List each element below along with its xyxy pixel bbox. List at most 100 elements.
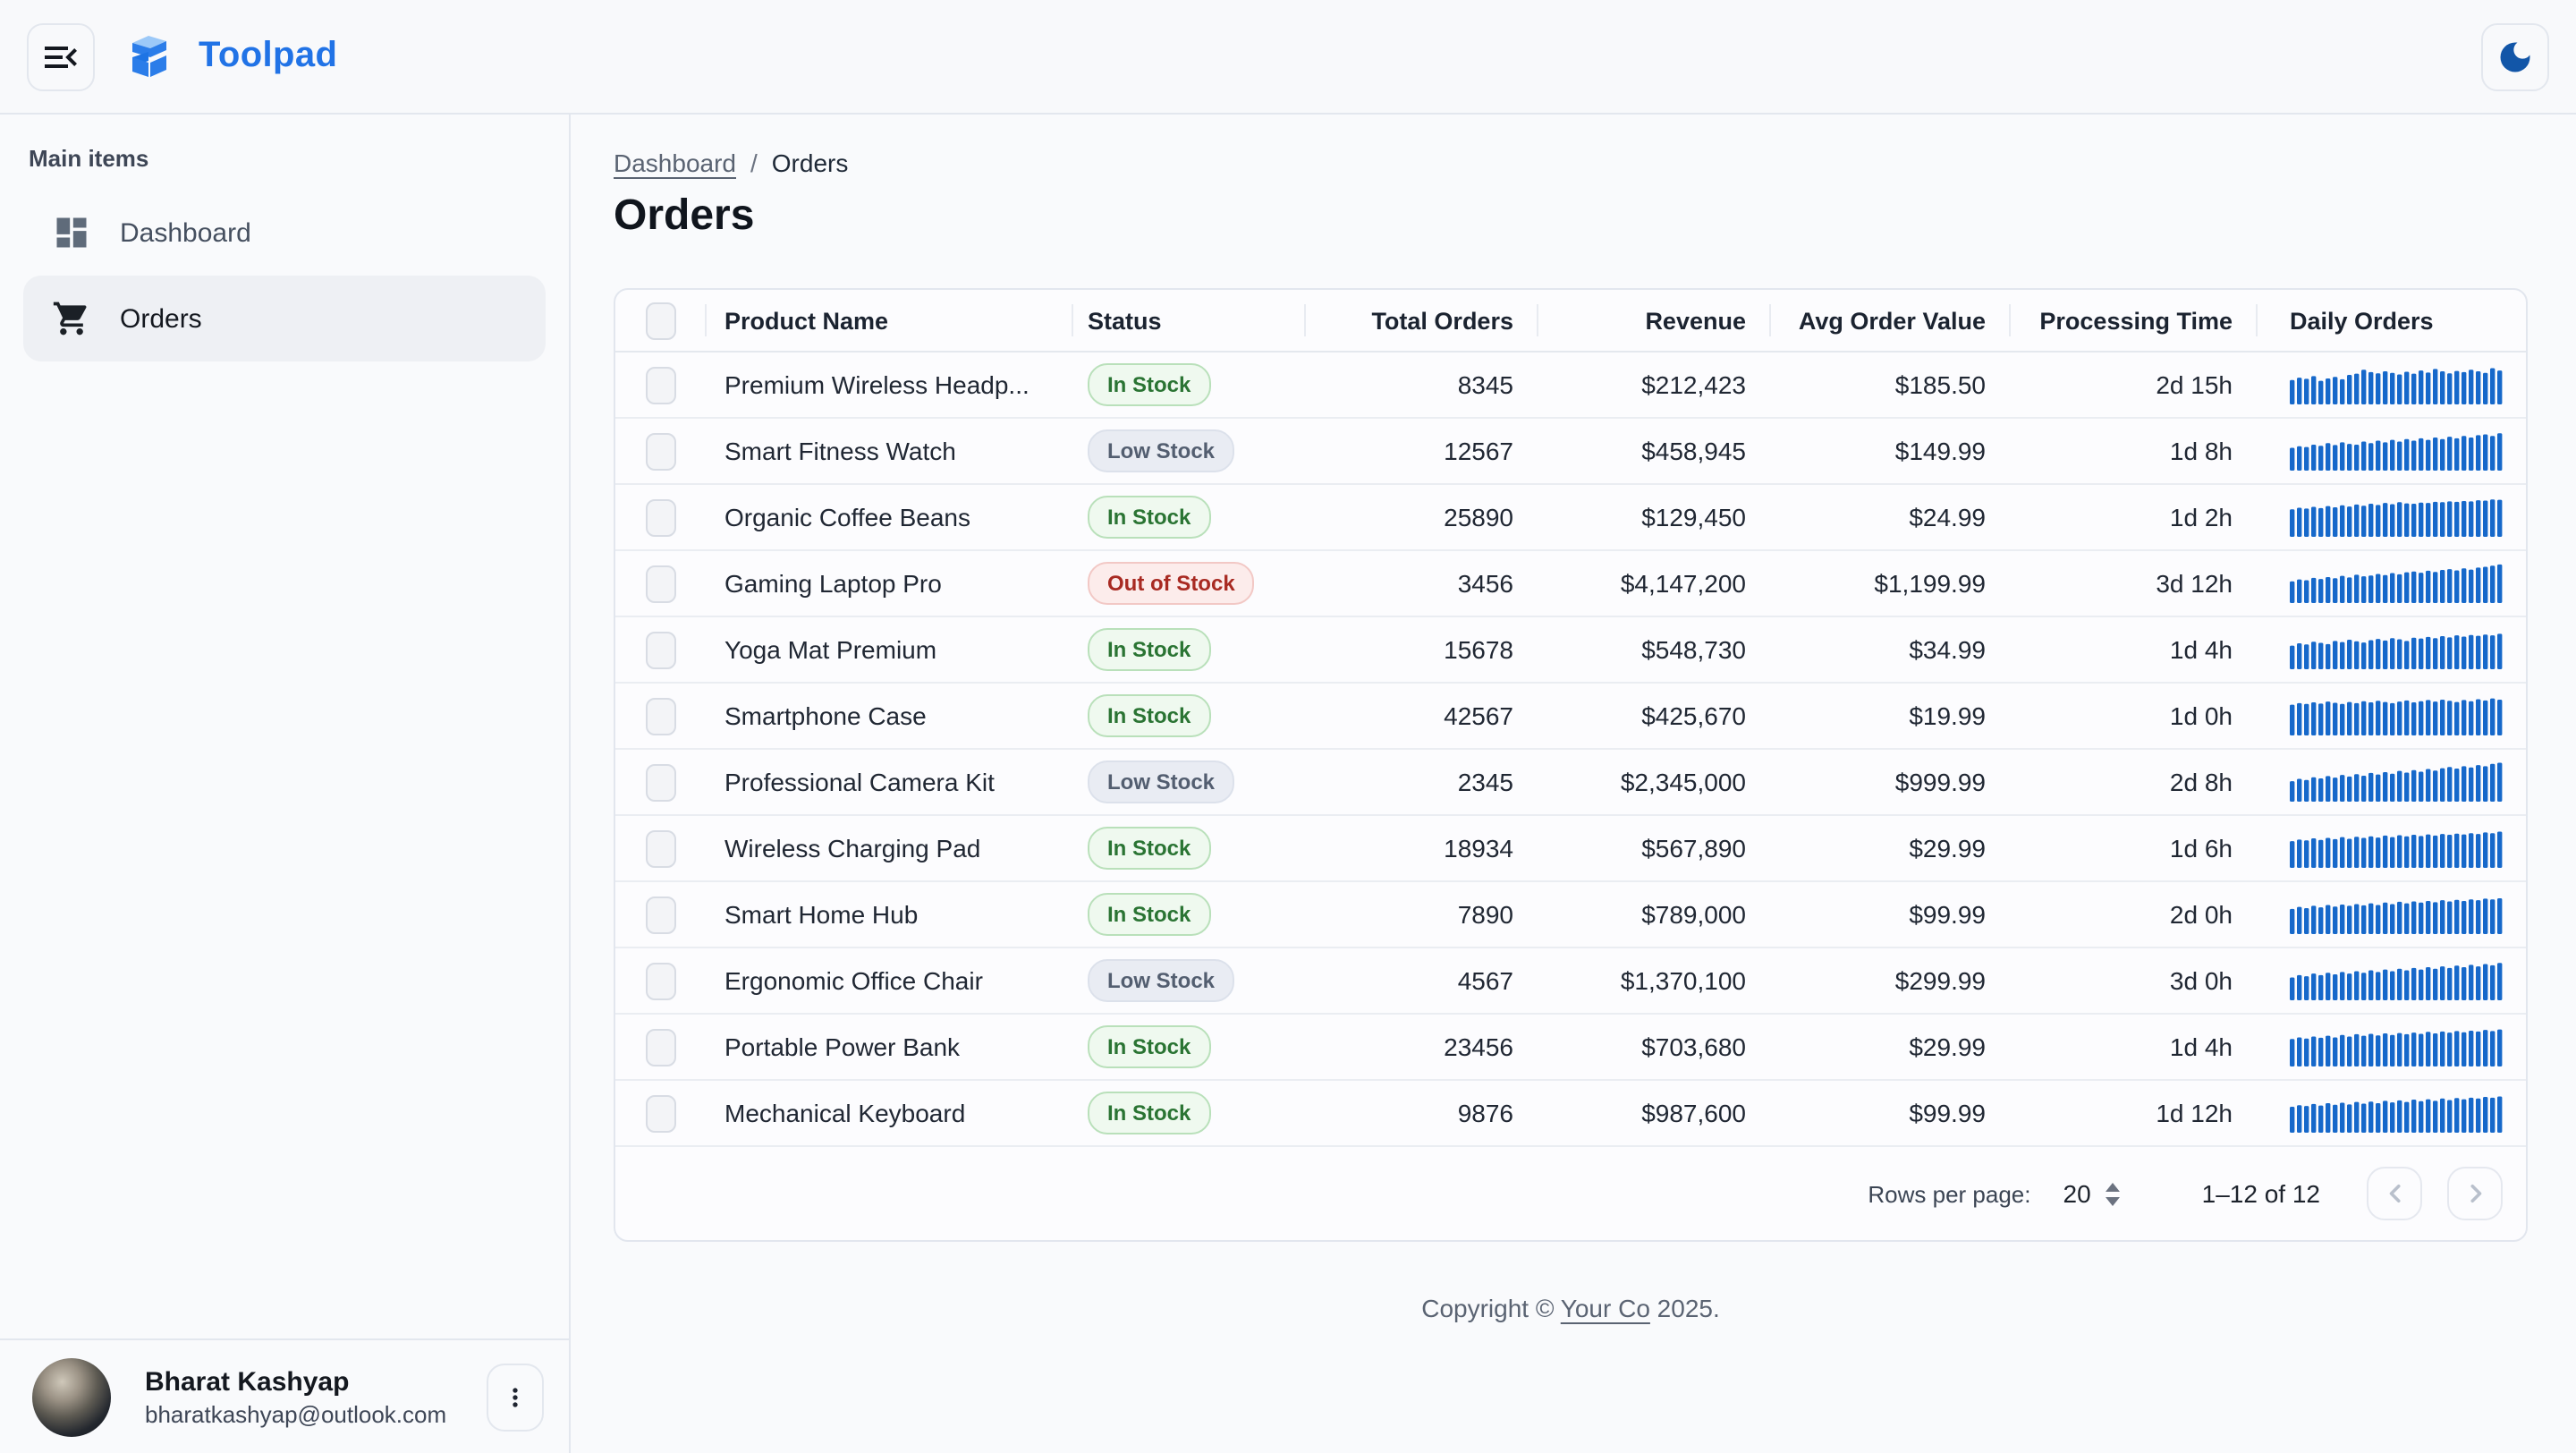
daily-orders-sparkline (2290, 633, 2503, 669)
status-badge: Low Stock (1088, 959, 1235, 1002)
row-checkbox[interactable] (646, 498, 676, 536)
theme-toggle-button[interactable] (2481, 22, 2549, 90)
revenue-cell: $703,680 (1641, 1032, 1746, 1061)
table-row[interactable]: Organic Coffee Beans In Stock 25890 $129… (615, 485, 2526, 551)
column-header-processing-time[interactable]: Processing Time (2011, 290, 2258, 351)
table-row[interactable]: Professional Camera Kit Low Stock 2345 $… (615, 750, 2526, 816)
column-header-product-name[interactable]: Product Name (707, 290, 1073, 351)
table-row[interactable]: Gaming Laptop Pro Out of Stock 3456 $4,1… (615, 551, 2526, 617)
table-row[interactable]: Mechanical Keyboard In Stock 9876 $987,6… (615, 1081, 2526, 1147)
sidebar-item-dashboard[interactable]: Dashboard (23, 190, 546, 276)
status-badge: In Stock (1088, 363, 1211, 406)
pagination-range: 1–12 of 12 (2201, 1179, 2320, 1208)
daily-orders-sparkline (2290, 368, 2503, 404)
user-name: Bharat Kashyap (145, 1366, 350, 1397)
processing-time-cell: 1d 4h (2169, 635, 2233, 664)
row-checkbox[interactable] (646, 1028, 676, 1066)
total-orders-cell: 4567 (1457, 966, 1513, 995)
previous-page-button[interactable] (2367, 1167, 2422, 1220)
status-badge: In Stock (1088, 827, 1211, 870)
status-badge: Out of Stock (1088, 562, 1255, 605)
sidebar-item-orders[interactable]: Orders (23, 276, 546, 361)
product-name-cell: Smartphone Case (724, 701, 927, 730)
header-checkbox-cell (615, 290, 707, 351)
processing-time-cell: 3d 0h (2169, 966, 2233, 995)
collapse-menu-button[interactable] (27, 22, 95, 90)
avg-order-value-cell: $24.99 (1909, 503, 1986, 531)
product-name-cell: Ergonomic Office Chair (724, 966, 983, 995)
row-checkbox[interactable] (646, 697, 676, 735)
table-row[interactable]: Yoga Mat Premium In Stock 15678 $548,730… (615, 617, 2526, 684)
app-title: Toolpad (199, 36, 338, 75)
processing-time-cell: 2d 0h (2169, 900, 2233, 929)
product-name-cell: Premium Wireless Headp... (724, 370, 1030, 399)
row-checkbox[interactable] (646, 366, 676, 404)
status-badge: In Stock (1088, 496, 1211, 539)
avatar (32, 1357, 111, 1436)
total-orders-cell: 12567 (1444, 437, 1513, 465)
daily-orders-sparkline (2290, 897, 2503, 934)
daily-orders-sparkline (2290, 963, 2503, 1000)
daily-orders-sparkline (2290, 564, 2503, 603)
breadcrumb-current: Orders (771, 149, 849, 177)
daily-orders-sparkline (2290, 433, 2503, 471)
avg-order-value-cell: $1,199.99 (1874, 569, 1986, 598)
row-checkbox[interactable] (646, 896, 676, 933)
total-orders-cell: 8345 (1457, 370, 1513, 399)
avg-order-value-cell: $299.99 (1894, 966, 1986, 995)
user-menu-button[interactable] (487, 1363, 544, 1431)
total-orders-cell: 42567 (1444, 701, 1513, 730)
select-all-checkbox[interactable] (646, 302, 676, 339)
product-name-cell: Gaming Laptop Pro (724, 569, 942, 598)
revenue-cell: $458,945 (1641, 437, 1746, 465)
row-checkbox[interactable] (646, 763, 676, 801)
main-content: Dashboard / Orders Orders Product Name S… (571, 115, 2576, 1453)
row-checkbox[interactable] (646, 962, 676, 999)
table-row[interactable]: Ergonomic Office Chair Low Stock 4567 $1… (615, 948, 2526, 1015)
table-row[interactable]: Smart Home Hub In Stock 7890 $789,000 $9… (615, 882, 2526, 948)
daily-orders-sparkline (2290, 762, 2503, 802)
row-checkbox[interactable] (646, 1094, 676, 1132)
status-badge: In Stock (1088, 1092, 1211, 1134)
daily-orders-sparkline (2290, 1029, 2503, 1066)
breadcrumb-dashboard-link[interactable]: Dashboard (614, 149, 736, 177)
total-orders-cell: 7890 (1457, 900, 1513, 929)
company-link[interactable]: Your Co (1560, 1294, 1650, 1322)
product-name-cell: Mechanical Keyboard (724, 1099, 966, 1127)
sidebar-section-label: Main items (29, 145, 149, 172)
next-page-button[interactable] (2447, 1167, 2503, 1220)
rows-per-page-label: Rows per page: (1868, 1180, 2031, 1207)
row-checkbox[interactable] (646, 432, 676, 470)
sidebar: Main items Dashboard Orders Bharat Kashy… (0, 115, 571, 1453)
column-header-revenue[interactable]: Revenue (1538, 290, 1771, 351)
column-header-status[interactable]: Status (1073, 290, 1306, 351)
table-row[interactable]: Smart Fitness Watch Low Stock 12567 $458… (615, 419, 2526, 485)
status-badge: In Stock (1088, 1025, 1211, 1068)
revenue-cell: $789,000 (1641, 900, 1746, 929)
menu-open-icon (39, 35, 82, 78)
row-checkbox[interactable] (646, 631, 676, 668)
avg-order-value-cell: $99.99 (1909, 900, 1986, 929)
rows-per-page-select[interactable]: 20 (2063, 1179, 2120, 1208)
column-header-total-orders[interactable]: Total Orders (1306, 290, 1538, 351)
row-checkbox[interactable] (646, 829, 676, 867)
column-header-avg-order-value[interactable]: Avg Order Value (1771, 290, 2011, 351)
table-row[interactable]: Portable Power Bank In Stock 23456 $703,… (615, 1015, 2526, 1081)
revenue-cell: $425,670 (1641, 701, 1746, 730)
status-badge: In Stock (1088, 694, 1211, 737)
avg-order-value-cell: $29.99 (1909, 834, 1986, 862)
product-name-cell: Smart Home Hub (724, 900, 919, 929)
avg-order-value-cell: $149.99 (1894, 437, 1986, 465)
column-header-daily-orders[interactable]: Daily Orders (2290, 307, 2434, 334)
table-row[interactable]: Wireless Charging Pad In Stock 18934 $56… (615, 816, 2526, 882)
revenue-cell: $567,890 (1641, 834, 1746, 862)
table-row[interactable]: Premium Wireless Headp... In Stock 8345 … (615, 353, 2526, 419)
revenue-cell: $212,423 (1641, 370, 1746, 399)
copyright-suffix: 2025. (1649, 1294, 1720, 1322)
product-name-cell: Organic Coffee Beans (724, 503, 970, 531)
row-checkbox[interactable] (646, 565, 676, 602)
product-name-cell: Professional Camera Kit (724, 768, 995, 796)
table-pagination: Rows per page: 20 1–12 of 12 (615, 1147, 2526, 1240)
avg-order-value-cell: $34.99 (1909, 635, 1986, 664)
table-row[interactable]: Smartphone Case In Stock 42567 $425,670 … (615, 684, 2526, 750)
